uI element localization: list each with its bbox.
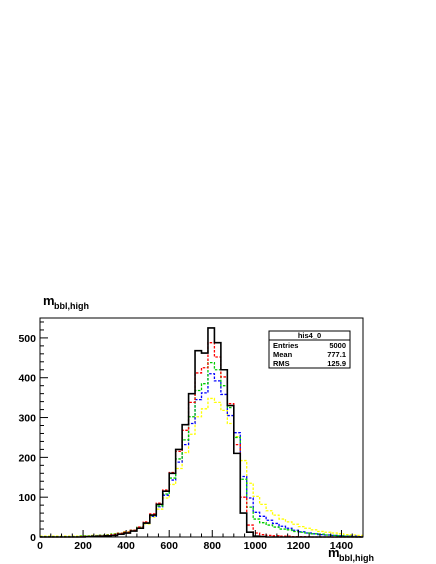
y-tick-label: 400 — [18, 373, 36, 385]
chart-title-subscript: bbl,high — [54, 301, 89, 311]
x-tick-label: 600 — [160, 540, 178, 552]
histogram-series-1 — [40, 342, 363, 538]
stats-box: his4_0 Entries 5000 Mean 777.1 RMS 125.9 — [268, 330, 351, 369]
axis-layer: 0 200 400 600 800 1000 1200 1400 0 100 200 300 400 50… — [18, 321, 364, 552]
x-tick-label: 200 — [74, 540, 92, 552]
chart-title: m — [43, 293, 55, 308]
x-tick-label: 400 — [117, 540, 135, 552]
x-tick-label: 1000 — [244, 540, 268, 552]
histogram-series-2 — [40, 361, 363, 538]
stats-box-name: his4_0 — [298, 331, 321, 340]
x-tick-label: 0 — [37, 540, 43, 552]
y-tick-label: 300 — [18, 413, 36, 425]
stats-entries-value: 5000 — [329, 341, 346, 350]
x-axis-label: m — [328, 545, 340, 560]
y-tick-label: 500 — [18, 333, 36, 345]
x-tick-label: 1400 — [330, 540, 354, 552]
stats-rms-value: 125.9 — [327, 359, 346, 368]
stats-entries-label: Entries — [273, 341, 298, 350]
stats-rms-label: RMS — [273, 359, 290, 368]
x-axis-label-subscript: bbl,high — [339, 553, 374, 563]
stats-mean-value: 777.1 — [327, 350, 346, 359]
y-tick-label: 200 — [18, 452, 36, 464]
x-tick-label: 800 — [204, 540, 222, 552]
histogram-series-4 — [40, 397, 363, 537]
y-tick-label: 0 — [30, 532, 36, 544]
histogram-series-3 — [40, 373, 363, 538]
y-tick-label: 100 — [18, 492, 36, 504]
stats-mean-label: Mean — [273, 350, 293, 359]
x-tick-label: 1200 — [287, 540, 311, 552]
